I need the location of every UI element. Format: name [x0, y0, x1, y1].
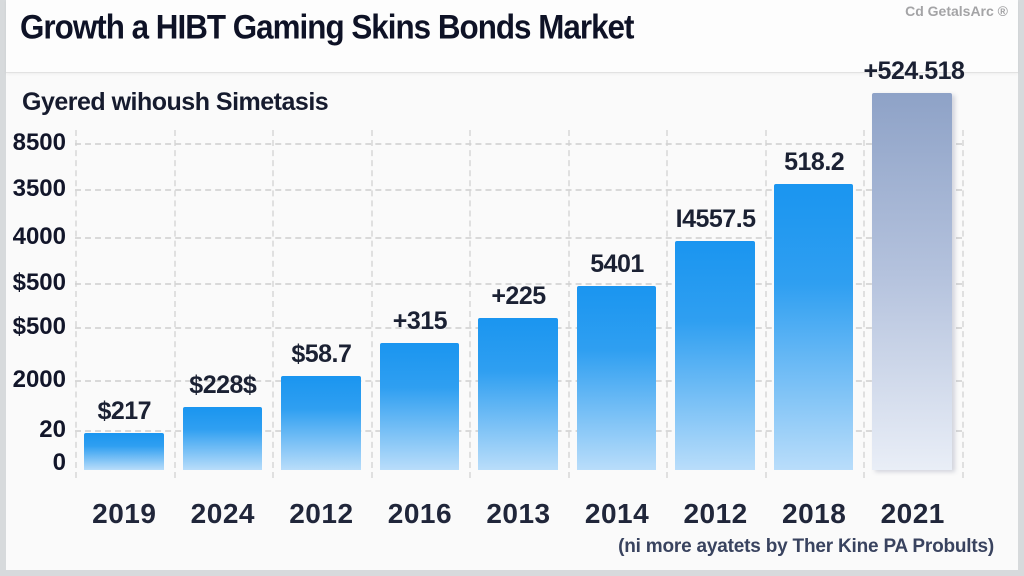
x-axis-label: 2013: [486, 498, 551, 529]
vertical-gridline: [370, 130, 373, 478]
vertical-gridline: [272, 130, 275, 478]
bar-value-label: I4557.5: [675, 205, 756, 233]
bar-2014: [576, 286, 657, 470]
bar-2013: [478, 318, 558, 470]
y-axis-tick-label: 2000: [12, 366, 66, 393]
bar-2016: [379, 343, 460, 470]
bar-value-label: +225: [491, 282, 546, 310]
header-bar: [6, 0, 1018, 73]
bar-value-label: $228$: [189, 371, 257, 399]
y-axis-tick-label: 0: [52, 449, 66, 476]
y-axis-tick-label: 20: [39, 416, 66, 443]
bar-2024: [182, 407, 263, 470]
vertical-gridline: [173, 130, 176, 478]
chart-title: Growth a HIBT Gaming Skins Bonds Market: [20, 8, 634, 47]
bar-value-label: $217: [97, 397, 152, 425]
chart-subtitle: Gyered wihoush Simetasis: [22, 88, 329, 116]
x-axis-label: 2019: [92, 498, 157, 529]
horizontal-gridline: [75, 237, 962, 239]
bar-value-label: +315: [392, 307, 448, 335]
bar-2021: [872, 93, 952, 470]
vertical-gridline: [666, 130, 669, 478]
horizontal-gridline: [75, 189, 962, 191]
x-axis-label: 2016: [387, 498, 453, 529]
source-footnote: (ni more ayatets by Ther Kine PA Probult…: [618, 536, 994, 557]
bar-value-label: 518.2: [784, 148, 845, 176]
y-axis-tick-label: 3500: [12, 175, 66, 202]
watermark-label: Cd GetalsArc ®: [905, 3, 1008, 19]
x-axis-label: 2024: [190, 498, 255, 529]
y-axis-tick-label: $500: [12, 313, 66, 340]
vertical-gridline: [863, 130, 866, 478]
x-axis-label: 2014: [584, 498, 650, 529]
bar-value-label: 5401: [590, 250, 644, 278]
x-axis-label: 2018: [782, 498, 847, 529]
vertical-gridline: [469, 130, 472, 478]
vertical-gridline: [75, 130, 77, 478]
x-axis-label: 2012: [289, 498, 354, 529]
vertical-gridline: [764, 130, 767, 478]
horizontal-gridline: [75, 283, 962, 285]
x-axis-label: 2012: [683, 498, 748, 529]
y-axis-tick-label: 8500: [12, 129, 66, 156]
y-axis-tick-label: 4000: [12, 223, 66, 250]
bar-value-label: +524.518: [863, 57, 965, 85]
vertical-gridline: [962, 130, 964, 478]
vertical-gridline: [567, 130, 570, 478]
bar-2018: [773, 184, 854, 470]
y-axis-tick-label: $500: [12, 269, 66, 296]
bar-2019: [84, 433, 164, 470]
bar-2012: [675, 241, 755, 470]
x-axis-label: 2021: [880, 498, 945, 529]
bar-value-label: $58.7: [291, 340, 352, 368]
horizontal-gridline: [75, 143, 962, 145]
bar-2012: [281, 376, 361, 470]
